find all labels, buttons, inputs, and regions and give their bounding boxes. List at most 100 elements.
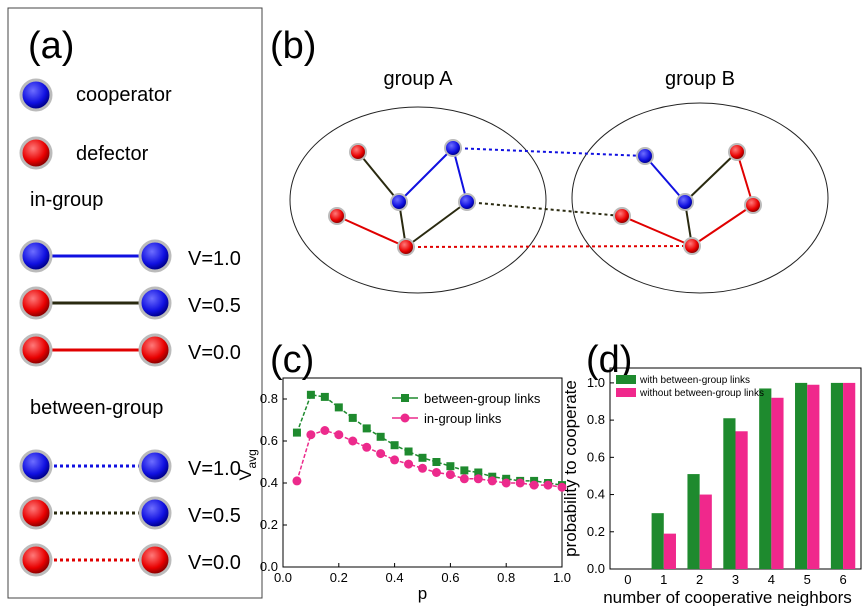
node <box>613 207 631 225</box>
bar <box>735 431 748 569</box>
x-tick-label: 0.4 <box>386 570 404 585</box>
marker <box>292 428 301 437</box>
x-tick-label: 0.0 <box>274 570 292 585</box>
bar <box>830 382 844 569</box>
node <box>458 193 476 211</box>
marker <box>445 470 455 480</box>
x-tick-label: 2 <box>696 572 703 587</box>
node <box>444 139 462 157</box>
panel-label: (d) <box>586 339 632 381</box>
legend-marker <box>401 394 409 402</box>
marker <box>459 474 469 484</box>
legend-text: V=0.0 <box>188 342 241 364</box>
x-tick-label: 1.0 <box>553 570 571 585</box>
x-tick-label: 0.2 <box>330 570 348 585</box>
legend-text: with between-group links <box>639 375 750 386</box>
marker <box>306 430 316 440</box>
y-tick-label: 0.8 <box>587 412 605 427</box>
marker <box>460 466 469 475</box>
legend-marker <box>400 413 410 423</box>
marker <box>431 468 441 477</box>
marker <box>487 476 497 486</box>
y-tick-label: 0.6 <box>587 449 605 464</box>
x-tick-label: 0.6 <box>441 570 459 585</box>
marker <box>474 468 483 477</box>
y-axis-label: V <box>236 469 255 481</box>
node <box>683 237 701 255</box>
x-axis-label: p <box>418 584 427 603</box>
marker <box>390 441 399 450</box>
x-tick-label: 6 <box>839 572 846 587</box>
edge <box>452 147 646 157</box>
marker <box>404 459 414 469</box>
ball <box>19 543 53 577</box>
marker <box>334 430 344 440</box>
marker <box>376 449 386 459</box>
legend-text: V=0.0 <box>188 552 241 574</box>
panel-label: (b) <box>270 25 316 67</box>
edge <box>644 155 686 203</box>
bar <box>807 384 820 569</box>
marker <box>418 463 427 473</box>
marker <box>376 432 385 441</box>
x-tick-label: 3 <box>732 572 739 587</box>
group-ellipse <box>571 102 829 294</box>
node <box>744 196 762 214</box>
legend-text: cooperator <box>76 84 172 106</box>
bar <box>843 382 856 569</box>
ball <box>138 239 172 273</box>
marker <box>557 482 567 492</box>
legend-text: in-group <box>30 189 103 211</box>
ball <box>19 449 53 483</box>
y-tick-label: 0.4 <box>587 487 605 502</box>
legend-text: V=0.5 <box>188 295 241 317</box>
node <box>349 143 367 161</box>
legend-text: in-group links <box>424 411 502 426</box>
y-tick-label: 0.4 <box>260 475 278 490</box>
marker <box>348 436 358 446</box>
marker <box>320 392 329 401</box>
bar <box>687 474 700 569</box>
bar <box>699 494 712 569</box>
ball <box>138 449 172 483</box>
y-tick-label: 0.8 <box>260 391 278 406</box>
marker <box>432 458 441 466</box>
bar <box>759 388 772 569</box>
legend-text: between-group <box>30 397 163 419</box>
marker <box>543 480 553 490</box>
bar <box>651 513 664 569</box>
ball <box>19 333 53 367</box>
y-tick-label: 0.2 <box>587 524 605 539</box>
y-tick-label: 0.6 <box>260 433 278 448</box>
group-label: group B <box>665 68 735 90</box>
ball <box>19 286 53 320</box>
edge <box>398 147 454 203</box>
legend-swatch <box>616 375 636 384</box>
marker <box>529 480 539 490</box>
bar <box>723 418 736 569</box>
node <box>328 207 346 225</box>
ball <box>19 78 53 112</box>
marker <box>418 453 427 462</box>
ball <box>19 496 53 530</box>
group-label: group A <box>384 68 454 90</box>
y-tick-label: 0.0 <box>587 561 605 576</box>
legend-text: V=1.0 <box>188 458 241 480</box>
node <box>390 193 408 211</box>
node <box>397 238 415 256</box>
legend-text: defector <box>76 143 149 165</box>
x-tick-label: 0.8 <box>497 570 515 585</box>
edge <box>405 245 693 248</box>
marker <box>390 455 400 465</box>
bar <box>663 533 676 569</box>
marker <box>348 413 357 422</box>
y-tick-label: 0.0 <box>260 559 278 574</box>
x-tick-label: 4 <box>768 572 775 587</box>
edge <box>466 201 623 217</box>
node <box>728 143 746 161</box>
y-tick-label: 1.0 <box>587 375 605 390</box>
ball <box>19 239 53 273</box>
marker <box>404 447 413 456</box>
